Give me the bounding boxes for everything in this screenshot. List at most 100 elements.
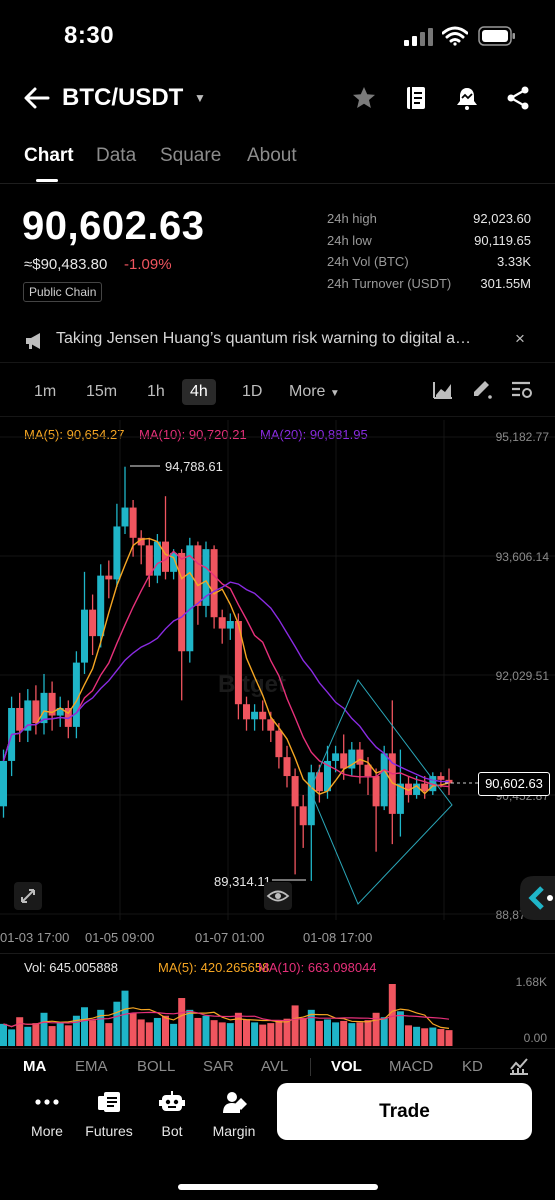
- chart-settings-icon[interactable]: [510, 379, 534, 401]
- candle-body: [396, 783, 404, 814]
- news-divider: [0, 362, 555, 363]
- indicator-kd[interactable]: KD: [462, 1058, 483, 1075]
- notebook-icon[interactable]: [403, 85, 429, 111]
- volume-legend: Vol: 645.005888: [24, 960, 118, 975]
- volume-bar: [437, 1029, 445, 1046]
- stat-24h-turnover-label: 24h Turnover (USDT): [327, 276, 452, 291]
- volume-bar: [89, 1020, 97, 1046]
- candle-body: [202, 549, 210, 606]
- candle-body: [56, 707, 64, 716]
- volume-bar: [81, 1007, 88, 1046]
- side-panel-tab-icon[interactable]: [512, 876, 555, 920]
- volume-bar: [429, 1027, 437, 1046]
- indicator-chart-icon[interactable]: [432, 380, 454, 400]
- news-ticker-text[interactable]: Taking Jensen Huang’s quantum risk warni…: [56, 330, 476, 347]
- candle-body: [332, 753, 340, 761]
- candlestick-chart[interactable]: Bitget: [0, 420, 555, 950]
- volume-bar: [251, 1022, 259, 1046]
- candle-body: [194, 545, 202, 606]
- active-tab-indicator: [36, 179, 58, 182]
- indicator-settings-icon[interactable]: [508, 1056, 530, 1076]
- volume-bar: [162, 1015, 169, 1046]
- current-price-tag[interactable]: 90,602.63: [478, 772, 550, 796]
- status-time: 8:30: [64, 22, 115, 49]
- price-change-percent: -1.09%: [124, 256, 172, 273]
- candle-body: [137, 537, 145, 546]
- candle-body: [153, 541, 161, 576]
- volume-bar: [121, 990, 129, 1046]
- timeframe-1m[interactable]: 1m: [34, 383, 57, 400]
- volume-bar: [364, 1020, 372, 1046]
- public-chain-badge[interactable]: Public Chain: [23, 282, 103, 302]
- indicator-avl[interactable]: AVL: [261, 1058, 289, 1075]
- volume-bar: [202, 1015, 210, 1046]
- volume-bar: [194, 1017, 202, 1046]
- star-icon[interactable]: [351, 85, 377, 111]
- indicator-ema[interactable]: EMA: [75, 1058, 108, 1075]
- wifi-icon: [442, 26, 468, 46]
- volume-bar: [48, 1026, 56, 1046]
- volume-bar: [97, 1009, 105, 1046]
- candle-body: [178, 552, 186, 652]
- share-icon[interactable]: [505, 85, 531, 111]
- volume-bar: [24, 1026, 32, 1046]
- candle-body: [218, 617, 226, 629]
- indicator-macd[interactable]: MACD: [389, 1058, 434, 1075]
- candle-body: [129, 507, 137, 538]
- high-price-label: 94,788.61: [165, 459, 223, 474]
- time-axis-label: 01-03 17:00: [0, 930, 70, 945]
- volume-bar: [413, 1026, 421, 1046]
- trade-button[interactable]: Trade: [277, 1083, 532, 1140]
- indicator-sar[interactable]: SAR: [203, 1058, 234, 1075]
- bot-robot-icon[interactable]: [159, 1090, 185, 1116]
- volume-ma5-line: [3, 1007, 450, 1029]
- volume-bar: [186, 1009, 194, 1046]
- back-arrow-icon[interactable]: [22, 83, 52, 113]
- timeframe-15m[interactable]: 15m: [86, 383, 118, 400]
- candle-body: [97, 575, 105, 637]
- indicator-ma[interactable]: MA: [23, 1058, 47, 1075]
- futures-label[interactable]: Futures: [85, 1123, 133, 1139]
- signal-icon: [404, 28, 433, 46]
- candle-body: [170, 552, 178, 572]
- pair-dropdown-icon[interactable]: ▼: [194, 91, 206, 105]
- last-price: 90,602.63: [22, 204, 205, 248]
- timeframe-1h[interactable]: 1h: [147, 383, 165, 400]
- visibility-eye-icon[interactable]: [264, 882, 292, 910]
- timeframe-4h[interactable]: 4h: [182, 379, 216, 405]
- tab-about[interactable]: About: [247, 145, 297, 166]
- candle-body: [291, 776, 299, 807]
- futures-icon[interactable]: [96, 1090, 122, 1116]
- candle-body: [162, 541, 169, 572]
- candle-body: [405, 783, 412, 795]
- candle-body: [89, 609, 97, 637]
- margin-icon[interactable]: [222, 1090, 248, 1116]
- stat-24h-high-value: 92,023.60: [473, 211, 531, 226]
- tab-chart[interactable]: Chart: [24, 145, 74, 166]
- indicator-vol[interactable]: VOL: [331, 1058, 362, 1075]
- timeframe-more-label: More: [289, 383, 326, 400]
- margin-label[interactable]: Margin: [212, 1123, 256, 1139]
- drawing-pen-icon[interactable]: [470, 378, 494, 400]
- volume-bar: [40, 1012, 48, 1046]
- indicator-boll[interactable]: BOLL: [137, 1058, 176, 1075]
- trading-pair-title[interactable]: BTC/USDT: [62, 84, 184, 111]
- candle-body: [186, 545, 194, 652]
- timeframe-more[interactable]: More ▼: [281, 379, 348, 405]
- candle-body: [324, 760, 331, 792]
- bot-label[interactable]: Bot: [161, 1123, 183, 1139]
- candle-body: [429, 776, 437, 792]
- indicator-divider: [0, 1048, 555, 1049]
- price-alert-bell-icon[interactable]: [454, 85, 480, 111]
- timeframe-1d[interactable]: 1D: [242, 383, 263, 400]
- news-close-button[interactable]: ×: [515, 329, 525, 348]
- candle-body: [380, 753, 388, 807]
- more-dots-icon[interactable]: [34, 1090, 60, 1116]
- expand-icon[interactable]: [14, 882, 42, 910]
- more-label[interactable]: More: [31, 1123, 63, 1139]
- tab-square[interactable]: Square: [160, 145, 222, 166]
- volume-bar: [234, 1012, 242, 1046]
- volume-bar: [267, 1023, 275, 1046]
- volume-chart[interactable]: [0, 975, 555, 1048]
- tab-data[interactable]: Data: [96, 145, 137, 166]
